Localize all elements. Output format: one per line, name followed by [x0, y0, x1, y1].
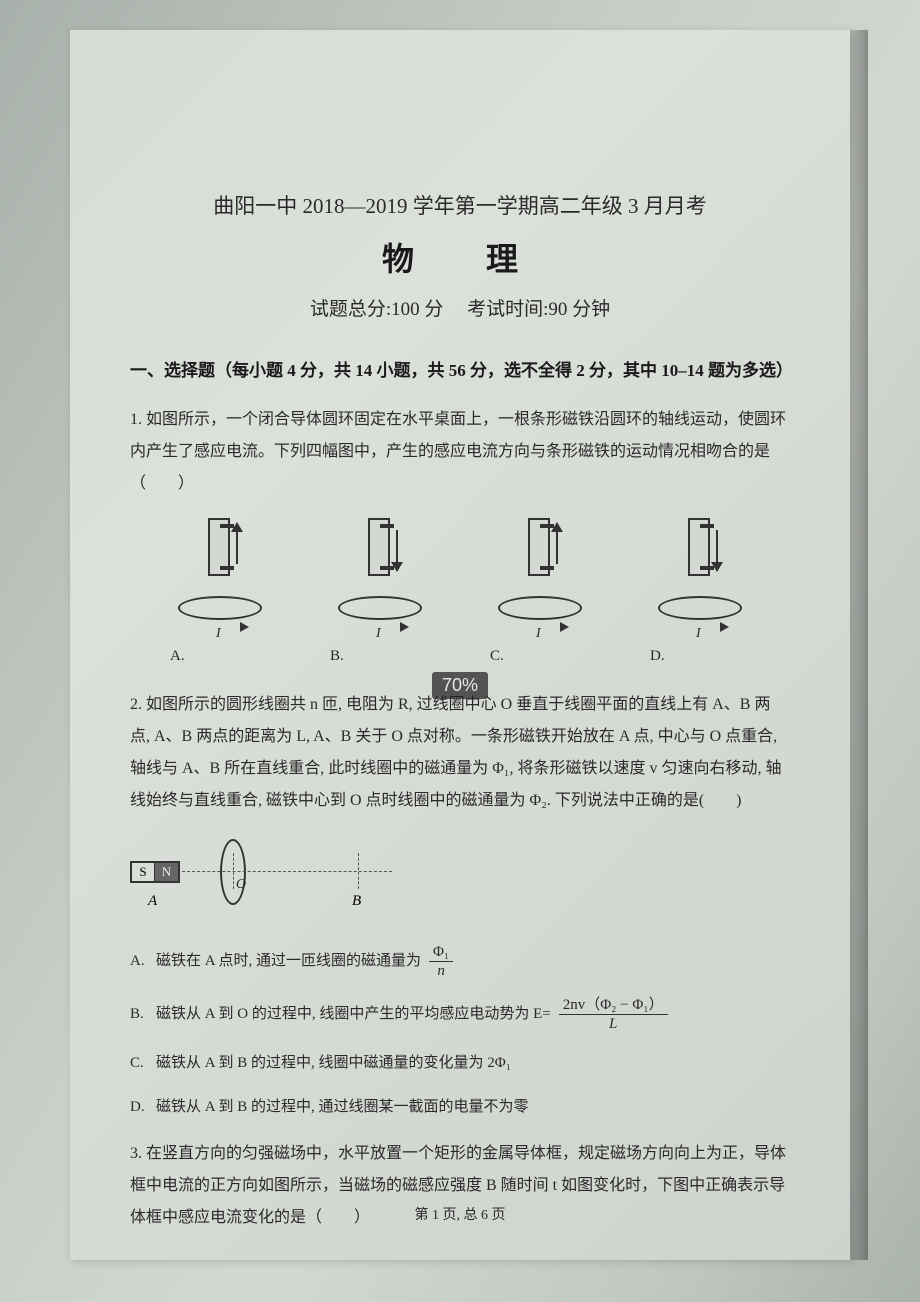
current-arrow-icon — [720, 622, 729, 632]
option-label: A. — [130, 947, 148, 976]
current-arrow-icon — [560, 622, 569, 632]
ring-icon — [498, 596, 582, 620]
option-label: D. — [130, 1093, 148, 1122]
current-label: I — [536, 626, 541, 642]
arrow-down-icon — [396, 530, 398, 564]
tick-b-icon — [358, 853, 359, 889]
exam-page: 曲阳一中 2018—2019 学年第一学期高二年级 3 月月考 物 理 试题总分… — [70, 30, 850, 1260]
q1-option-c: C. — [490, 648, 504, 665]
q1-option-b: B. — [330, 648, 344, 665]
q1-figure-row: I A. I B. I C. — [130, 518, 790, 665]
pole-s-label: S — [132, 863, 155, 881]
arrow-up-icon — [236, 530, 238, 564]
bar-magnet-icon — [208, 518, 230, 576]
page-footer: 第 1 页, 总 6 页 — [70, 1204, 850, 1224]
point-b-label: B — [352, 893, 361, 910]
option-text: 磁铁从 A 到 B 的过程中, 通过线圈某一截面的电量不为零 — [156, 1093, 529, 1122]
q2-option-d: D. 磁铁从 A 到 B 的过程中, 通过线圈某一截面的电量不为零 — [130, 1093, 790, 1122]
q1-fig-b: I B. — [330, 518, 430, 665]
option-label: C. — [130, 1049, 148, 1078]
axis-line-icon — [182, 871, 392, 872]
exam-title-line: 曲阳一中 2018—2019 学年第一学期高二年级 3 月月考 — [130, 190, 790, 220]
current-arrow-icon — [240, 622, 249, 632]
arrow-down-icon — [716, 530, 718, 564]
tick-o-icon — [233, 853, 234, 889]
frac-num: Φ₁ — [429, 943, 453, 962]
q2-option-a: A. 磁铁在 A 点时, 通过一匝线圈的磁通量为 Φ₁ n — [130, 943, 790, 980]
q1-fig-a: I A. — [170, 518, 270, 665]
current-label: I — [696, 626, 701, 642]
current-arrow-icon — [400, 622, 409, 632]
current-label: I — [376, 626, 381, 642]
fraction-icon: 2nv（Φ₂ − Φ₁） L — [559, 996, 668, 1033]
point-a-label: A — [148, 893, 157, 910]
q2-option-c: C. 磁铁从 A 到 B 的过程中, 线圈中磁通量的变化量为 2Φ₁ — [130, 1049, 790, 1078]
horizontal-magnet-icon: S N — [130, 861, 180, 883]
bar-magnet-icon — [368, 518, 390, 576]
q1-fig-c: I C. — [490, 518, 590, 665]
q2-text: 2. 如图所示的圆形线圈共 n 匝, 电阻为 R, 过线圈中心 O 垂直于线圈平… — [130, 689, 790, 817]
zoom-badge: 70% — [432, 672, 488, 699]
q1-option-a: A. — [170, 648, 185, 665]
exam-meta: 试题总分:100 分 考试时间:90 分钟 — [130, 294, 790, 321]
option-text: 磁铁从 A 到 O 的过程中, 线圈中产生的平均感应电动势为 E= — [156, 1000, 551, 1029]
bar-magnet-icon — [688, 518, 710, 576]
current-label: I — [216, 626, 221, 642]
ring-icon — [178, 596, 262, 620]
arrow-up-icon — [556, 530, 558, 564]
ring-icon — [338, 596, 422, 620]
option-label: B. — [130, 1000, 148, 1029]
pole-n-label: N — [155, 863, 178, 881]
exam-time: 考试时间:90 分钟 — [467, 299, 610, 320]
ring-icon — [658, 596, 742, 620]
total-score: 试题总分:100 分 — [310, 299, 444, 320]
frac-den: n — [433, 962, 449, 980]
frac-den: L — [605, 1015, 621, 1033]
frac-num: 2nv（Φ₂ − Φ₁） — [559, 996, 668, 1015]
option-text: 磁铁在 A 点时, 通过一匝线圈的磁通量为 — [156, 947, 421, 976]
point-o-label: O — [236, 877, 246, 893]
q1-fig-d: I D. — [650, 518, 750, 665]
fraction-icon: Φ₁ n — [429, 943, 453, 980]
section-1-header: 一、选择题（每小题 4 分，共 14 小题，共 56 分，选不全得 2 分，其中… — [130, 357, 790, 386]
exam-subject: 物 理 — [130, 234, 790, 280]
bar-magnet-icon — [528, 518, 550, 576]
q2-figure: S N O A B — [130, 833, 430, 923]
q1-option-d: D. — [650, 648, 665, 665]
q1-text: 1. 如图所示，一个闭合导体圆环固定在水平桌面上，一根条形磁铁沿圆环的轴线运动，… — [130, 404, 790, 500]
option-text: 磁铁从 A 到 B 的过程中, 线圈中磁通量的变化量为 2Φ₁ — [156, 1049, 511, 1078]
q2-option-b: B. 磁铁从 A 到 O 的过程中, 线圈中产生的平均感应电动势为 E= 2nv… — [130, 996, 790, 1033]
